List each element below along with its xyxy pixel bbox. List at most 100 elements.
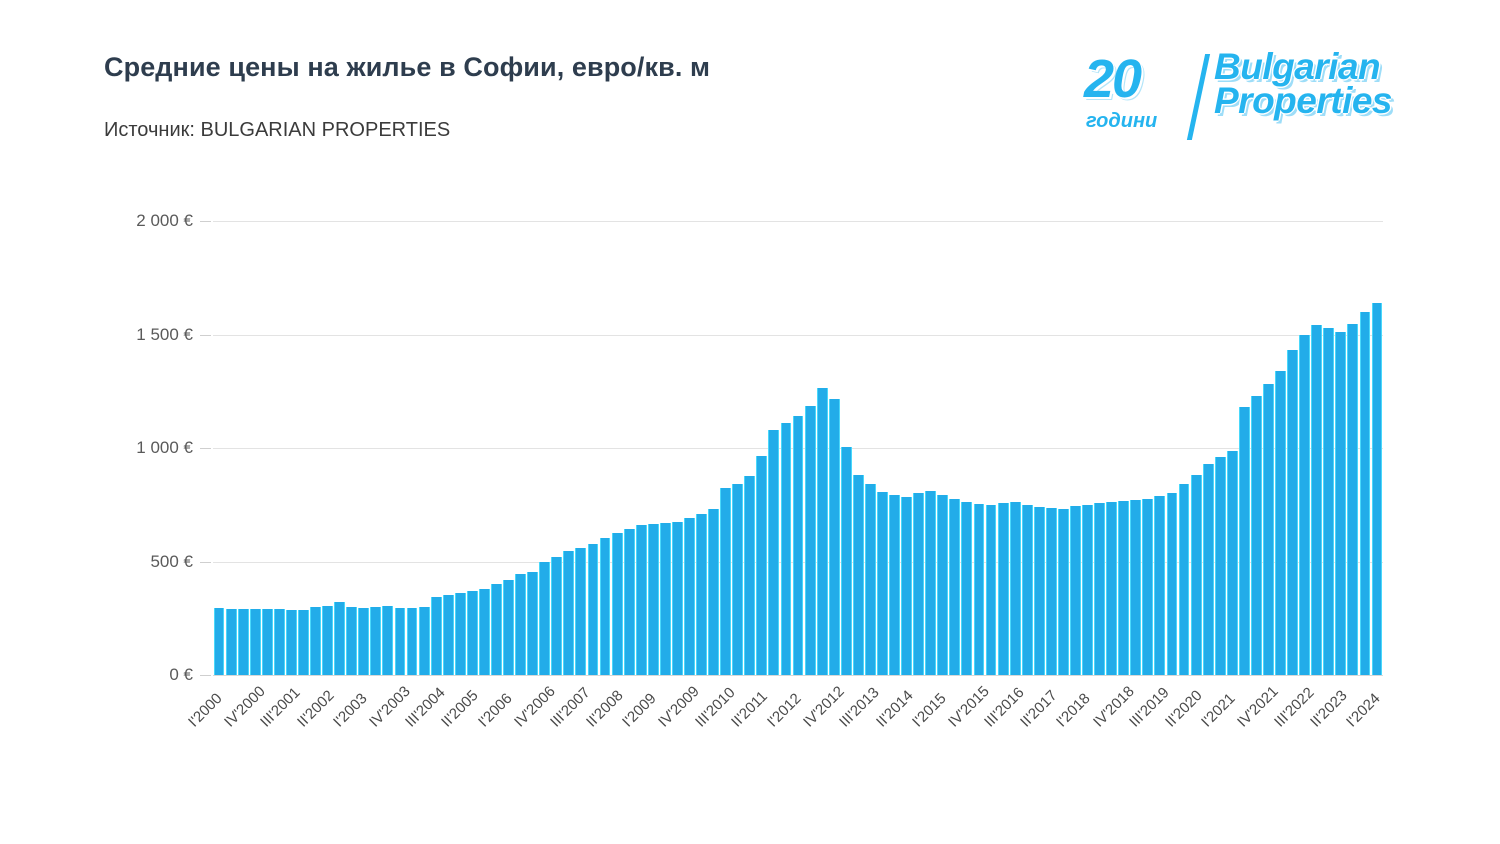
bar [744,476,756,675]
y-axis-tick-label: 1 000 € [136,438,193,457]
bar [635,525,647,675]
bar [671,522,683,675]
bar [901,496,913,675]
bar [864,484,876,675]
bar [985,504,997,675]
bar [1106,502,1118,675]
logo-brand-line-2: Properties [1214,80,1393,122]
bar [1275,370,1286,675]
bar-series [213,221,1383,675]
bar [237,608,249,675]
x-axis-tick-label: I'2000 [185,690,226,731]
bar [515,574,527,675]
bar [913,493,925,675]
chart-header: Средние цены на жилье в Софии, евро/кв. … [0,0,1500,180]
bar [1082,504,1093,675]
bar [852,475,864,675]
bar [1263,384,1274,675]
bar [213,608,225,675]
bar [611,533,623,675]
bar [1009,502,1021,675]
bar [949,499,961,675]
logo-divider [1186,54,1211,140]
bar [1226,451,1238,675]
bar [1045,508,1057,675]
bar [647,524,659,675]
y-axis-tick-label: 500 € [150,551,193,571]
bar [225,608,237,675]
x-axis-tick-label: I'2024 [1343,690,1384,731]
bar [840,446,852,675]
logo-brand-line-1: Bulgarian [1214,46,1381,87]
bar [539,561,551,675]
bar [925,491,937,675]
bar [346,607,358,675]
bar [720,487,732,675]
bar [310,606,321,675]
bar [563,551,575,675]
bar [828,399,840,675]
y-axis-tick-mark [200,334,211,336]
bar [394,607,406,675]
bar [1202,463,1214,675]
y-axis-tick-label: 1 500 € [136,324,193,344]
bar [587,544,599,675]
y-axis-tick-mark [200,675,211,676]
x-axis-tick-label: I'2006 [474,690,516,731]
logo-anniversary-word: години [1086,110,1158,132]
bar [1323,327,1335,675]
x-axis-tick-label: I'2003 [329,690,371,731]
bar [732,484,744,675]
bar [1311,325,1323,675]
bar [418,606,430,675]
bar [1130,500,1142,675]
bar [756,455,768,675]
bar [889,494,900,675]
bar [382,605,394,675]
x-axis-tick-label: I'2021 [1198,690,1239,731]
x-axis-tick-label: I'2015 [908,690,950,731]
x-axis-tick-label: I'2018 [1053,690,1095,731]
bar [804,406,816,675]
bar [273,609,285,675]
bar [659,523,671,675]
bar [696,513,707,675]
bar [430,596,442,675]
bar [1347,324,1359,675]
y-axis-tick-mark [200,221,211,222]
bar [1057,508,1069,675]
bar [1371,302,1383,675]
bar [1190,475,1202,675]
bar [1299,334,1311,675]
bar [1238,407,1250,675]
bar [997,503,1009,675]
y-axis-tick-label: 2 000 € [136,211,193,230]
bar [358,607,370,675]
bulgarian-properties-logo: 20 години Bulgarian Properties [1078,48,1428,148]
bar [261,609,273,675]
bar [249,608,261,675]
chart-source-label: Источник: BULGARIAN PROPERTIES [104,119,451,141]
bar [370,606,382,675]
logo-brand-text: Bulgarian Properties [1214,46,1393,122]
bar [551,556,563,675]
bar [937,494,949,675]
bar [334,602,346,675]
bar [406,607,418,675]
bar [1335,332,1347,675]
bar [1094,502,1106,675]
x-axis-labels: I'2000 IV'2000 III'2001 II'2002 I'2003 IV'200… [185,679,1384,809]
bar [961,502,973,675]
bar [1359,311,1371,675]
bar [768,429,780,675]
bar [1070,505,1081,675]
bar [322,606,334,675]
bar [1142,499,1154,675]
bar [877,492,888,675]
chart-plot-area: 0 € 500 € 1 000 € 1 500 € 2 000 € [136,211,1383,684]
gridline [213,334,1383,336]
bar [503,579,514,675]
bar [1178,484,1190,675]
page-title: Средние цены на жилье в Софии, евро/кв. … [104,52,711,82]
